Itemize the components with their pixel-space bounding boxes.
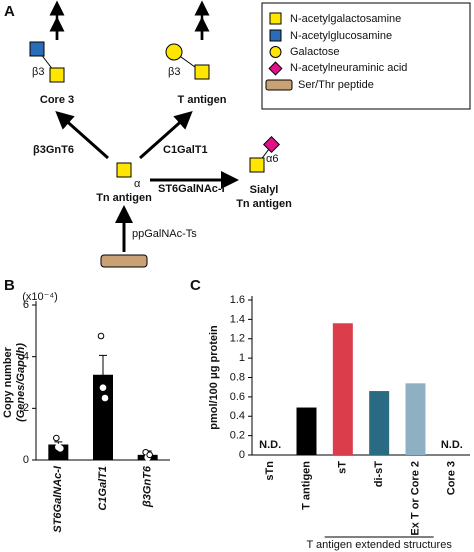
x-tick-label: C1GalT1: [97, 466, 109, 511]
galnac: [249, 157, 265, 173]
y-axis-label: (Genes/Gapdh): [15, 343, 27, 422]
node-label: Core 3: [40, 94, 74, 106]
x-tick-label: sTn: [264, 461, 276, 481]
legend-symbol: [268, 61, 283, 76]
legend-label: N-acetylneuraminic acid: [290, 62, 407, 74]
enzyme-label: C1GalT1: [163, 144, 208, 156]
glcnac: [29, 41, 45, 57]
legend-label: Galactose: [290, 46, 340, 58]
y-tick-label: 1: [239, 352, 245, 364]
legend-symbol: [269, 46, 282, 58]
y-tick-label: 0.2: [230, 430, 245, 442]
y-tick-label: 1.6: [230, 294, 245, 306]
y-tick-label: 1.4: [230, 313, 245, 325]
x-tick-label: β3GnT6: [142, 465, 154, 508]
legend-symbol: [269, 29, 282, 42]
bar: [332, 323, 353, 455]
y-tick-label: 2: [23, 402, 29, 414]
legend: N-acetylgalactosamine N-acetylglucosamin…: [261, 2, 471, 110]
bar: [405, 383, 426, 455]
bar: [369, 391, 390, 455]
axis-multiplier: (x10⁻⁴): [22, 291, 58, 303]
linkage: α6: [266, 153, 278, 165]
legend-symbol: [269, 12, 282, 25]
peptide: [100, 254, 148, 268]
enzyme-label: β3GnT6: [33, 144, 74, 156]
panel-label: A: [4, 3, 15, 20]
bar: [296, 407, 317, 455]
x-tick-label: sT: [337, 461, 349, 474]
value-label: N.D.: [441, 439, 463, 451]
data-point: [101, 394, 109, 402]
y-tick-label: 1.2: [230, 333, 245, 345]
y-axis-label: pmol/100 μg protein: [208, 325, 220, 430]
node-label: T antigen: [178, 94, 227, 106]
x-tick-label: Core 3: [446, 461, 458, 495]
linkage: α: [134, 178, 141, 190]
legend-symbol: [265, 79, 293, 91]
x-tick-label: T antigen: [300, 461, 312, 510]
panel-label: C: [190, 277, 201, 294]
legend-label: Ser/Thr peptide: [298, 79, 374, 91]
y-tick-label: 0.8: [230, 371, 245, 383]
value-label: N.D.: [259, 439, 281, 451]
x-tick-label: Ex T or Core 2: [409, 461, 421, 536]
node-label: Tn antigen: [236, 198, 292, 210]
enzyme-label: ppGalNAc-Ts: [132, 228, 197, 240]
y-tick-label: 4: [23, 351, 29, 363]
y-tick-label: 0.4: [230, 410, 245, 422]
linkage: β3: [168, 66, 180, 78]
legend-label: N-acetylgalactosamine: [290, 13, 401, 25]
enzyme-label: ST6GalNAc-I: [158, 183, 225, 195]
bracket-label: T antigen extended structures: [306, 539, 452, 551]
x-tick-label: ST6GalNAc-I: [52, 465, 64, 533]
arrow: [55, 111, 109, 160]
panel-label: B: [4, 277, 15, 294]
data-point: [53, 434, 60, 442]
legend-label: N-acetylglucosamine: [290, 30, 392, 42]
galnac: [194, 64, 210, 80]
diagram: [29, 0, 280, 268]
data-point: [99, 384, 107, 391]
galactose: [165, 43, 183, 61]
y-tick-label: 0: [23, 454, 29, 466]
x-tick-label: di-sT: [373, 461, 385, 488]
data-point: [97, 332, 105, 340]
y-tick-label: 0.6: [230, 391, 245, 403]
bar: [93, 374, 113, 460]
node-label: Tn antigen: [96, 192, 152, 204]
linkage: β3: [32, 66, 44, 78]
node-label: Sialyl: [250, 184, 279, 196]
y-axis-label: Copy number: [2, 346, 14, 418]
galnac: [116, 162, 132, 178]
neuac: [263, 136, 280, 153]
data-point: [146, 451, 153, 459]
data-point: [57, 445, 64, 452]
y-tick-label: 6: [23, 299, 29, 311]
y-tick-label: 0: [239, 449, 245, 461]
arrow: [139, 111, 193, 160]
galnac: [49, 67, 65, 83]
legend-box: [261, 2, 471, 110]
